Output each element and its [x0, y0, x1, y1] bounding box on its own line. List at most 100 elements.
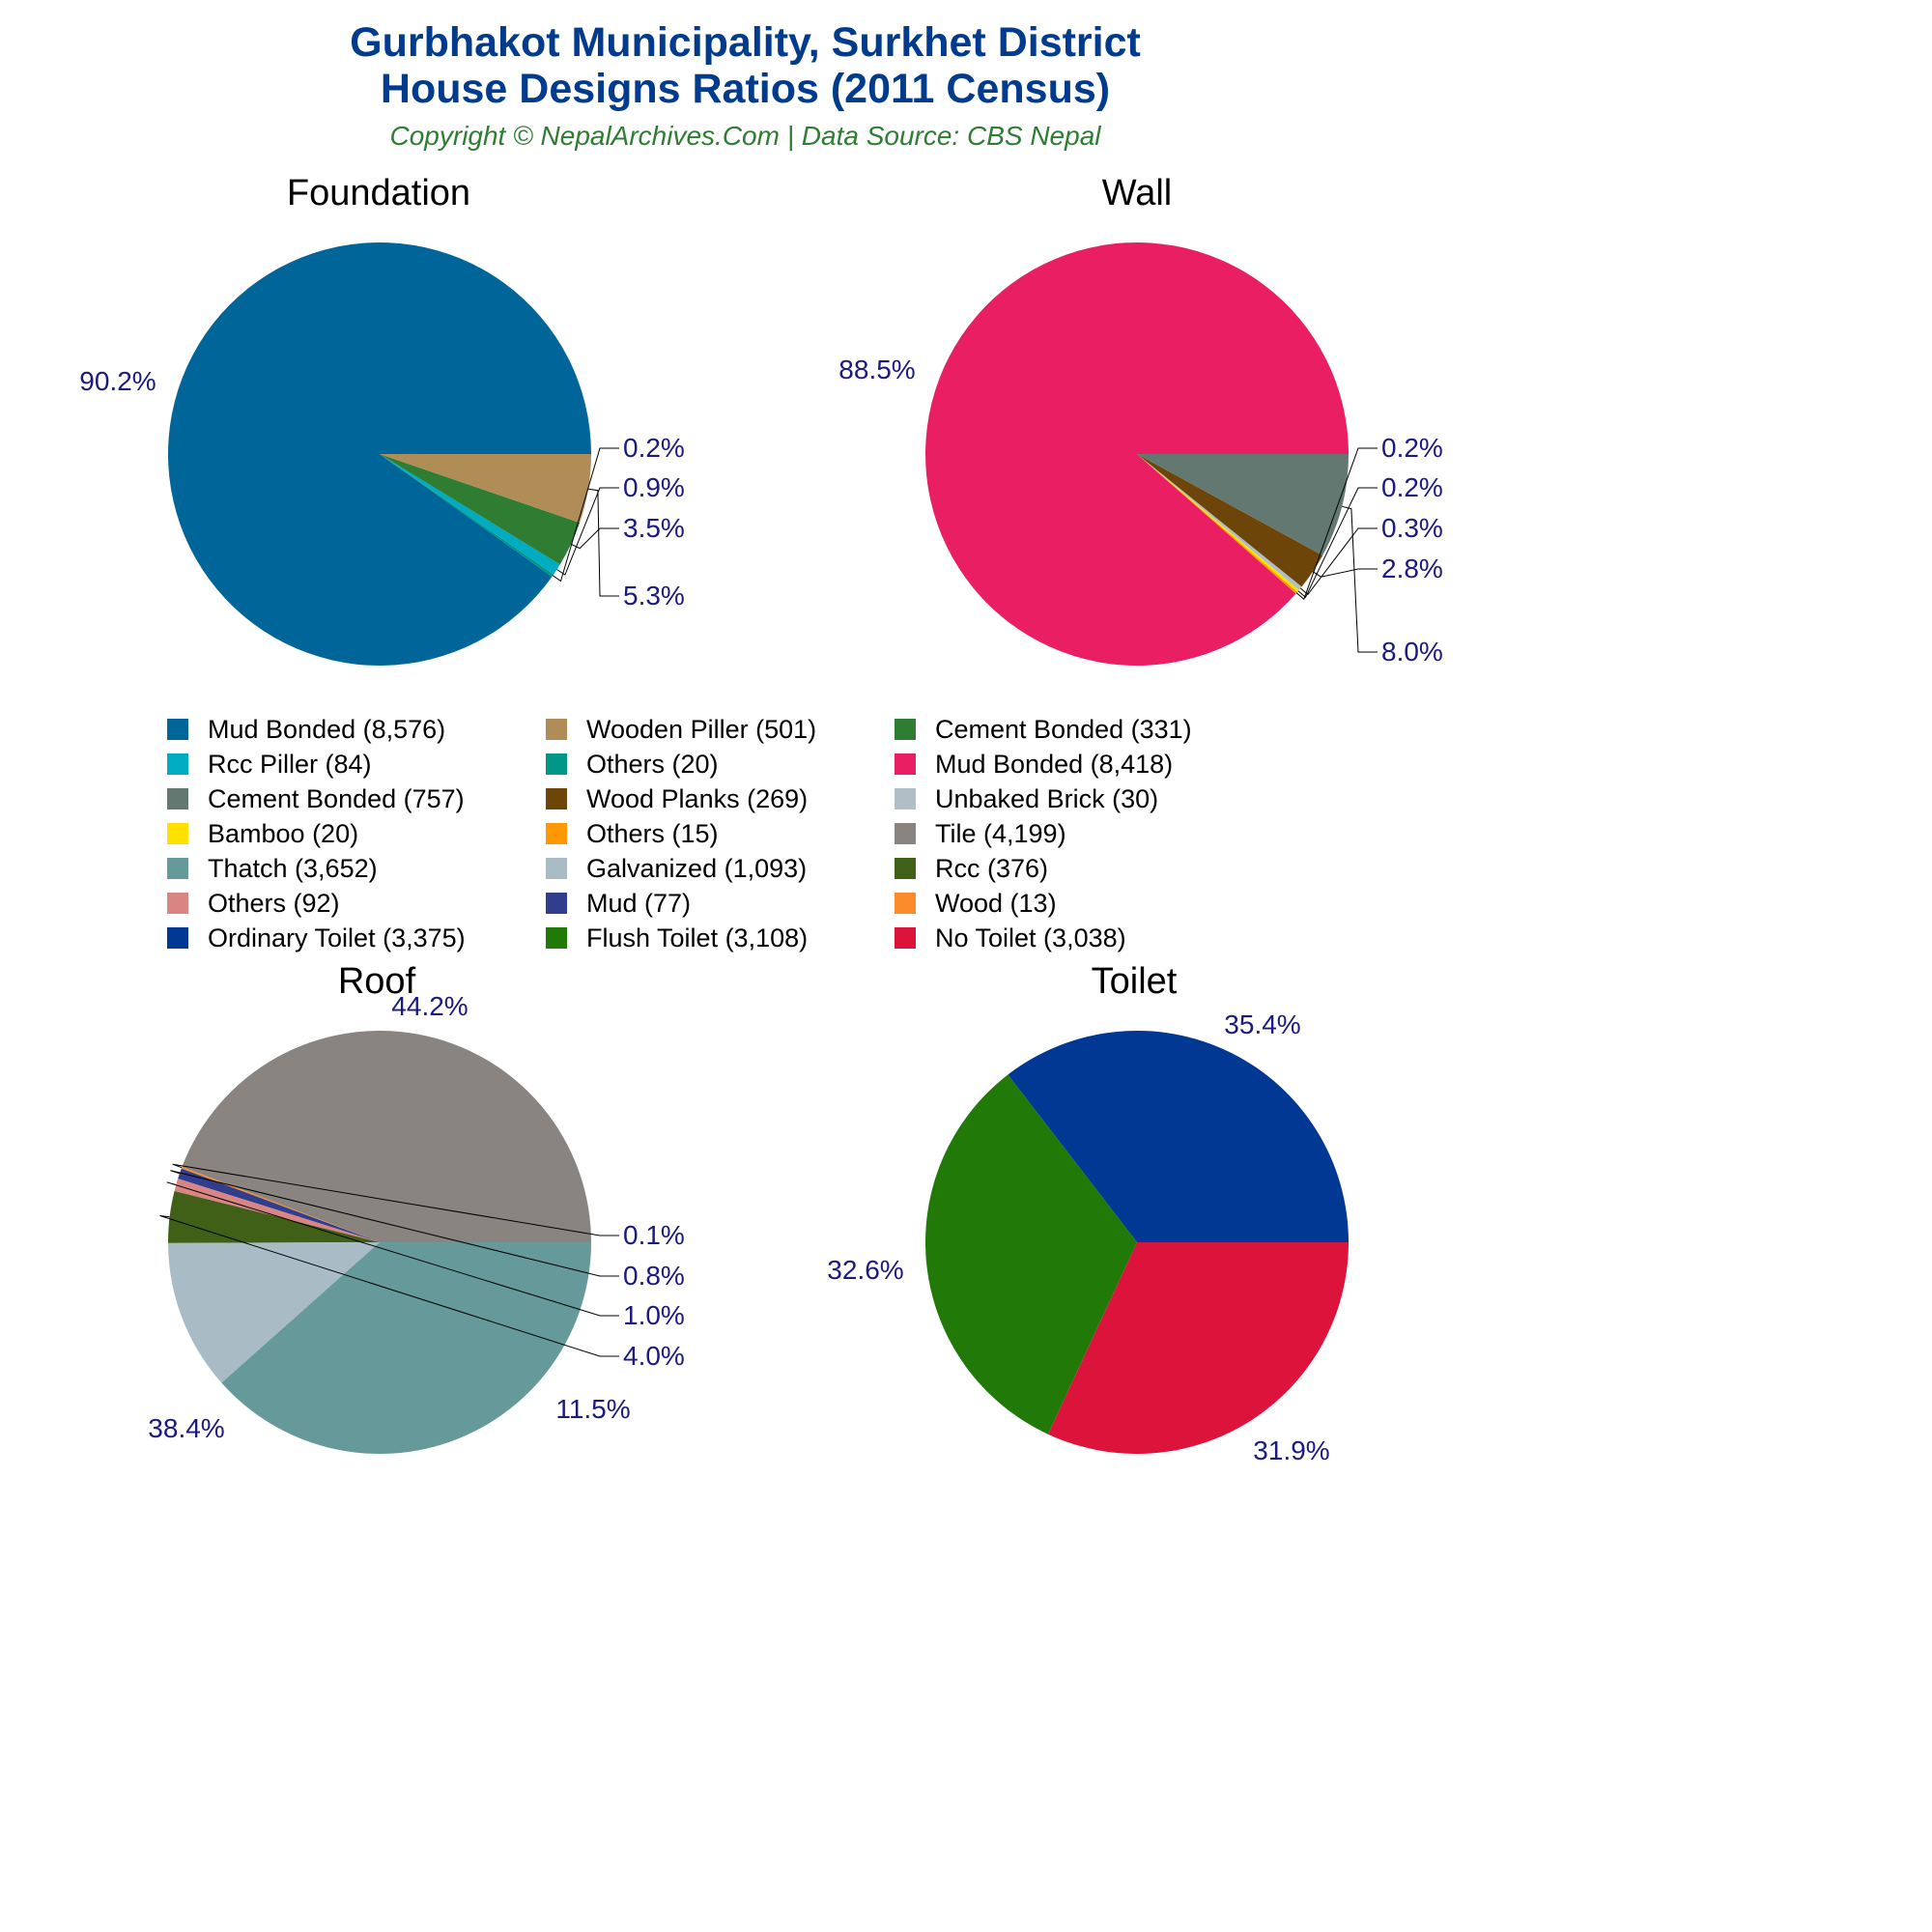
legend: Mud Bonded (8,576) Wooden Piller (501) Cem…: [167, 715, 1278, 952]
pie-wall: Wall 0.2% 0.2% 0.3% 2.8% 8.0% 88.5%: [838, 173, 1443, 667]
legend-label: Others (15): [586, 818, 719, 848]
leader-line-foundation-wooden-piller: [587, 488, 619, 597]
legend-label: Cement Bonded (331): [935, 714, 1192, 744]
legend-item-galvanized-1-093: Galvanized (1,093): [546, 854, 895, 883]
legend-swatch: [546, 927, 567, 949]
leader-line-foundation-cement-bonded: [570, 527, 619, 550]
pct-label-wall-others: 0.2%: [1381, 433, 1443, 463]
legend-swatch: [895, 753, 916, 775]
legend-label: Others (92): [208, 888, 340, 918]
legend-swatch: [895, 858, 916, 879]
legend-swatch: [546, 823, 567, 844]
legend-label: Mud Bonded (8,418): [935, 749, 1174, 779]
pct-label-roof-rcc: 4.0%: [623, 1341, 685, 1371]
pct-label-roof-wood: 0.1%: [623, 1220, 685, 1250]
pie-slice-roof-mud: [178, 1168, 380, 1242]
pct-label-toilet-ordinary-toilet: 35.4%: [1224, 1009, 1300, 1039]
legend-label: Thatch (3,652): [208, 853, 378, 883]
pct-label-wall-unbaked-brick: 0.3%: [1381, 513, 1443, 543]
legend-label: Wooden Piller (501): [586, 714, 817, 744]
pct-label-foundation-cement-bonded: 3.5%: [623, 513, 685, 543]
pct-label-foundation-wooden-piller: 5.3%: [623, 581, 685, 611]
pie-slice-wall-bamboo: [1137, 454, 1299, 592]
legend-label: Mud (77): [586, 888, 692, 918]
legend-swatch: [167, 823, 188, 844]
legend-swatch: [895, 788, 916, 810]
pie-slice-wall-wood-planks: [1137, 454, 1323, 587]
legend-label: Tile (4,199): [935, 818, 1066, 848]
pie-slice-toilet-no-toilet: [1047, 1242, 1349, 1454]
legend-item-mud-77: Mud (77): [546, 889, 895, 918]
legend-item-cement-bonded-757: Cement Bonded (757): [167, 784, 546, 813]
pie-slice-roof-rcc: [167, 1190, 380, 1243]
leader-line-roof-others: [166, 1181, 619, 1317]
legend-swatch: [546, 893, 567, 914]
legend-swatch: [546, 788, 567, 810]
legend-swatch: [895, 927, 916, 949]
legend-label: Cement Bonded (757): [208, 783, 465, 813]
legend-item-rcc-376: Rcc (376): [895, 854, 1242, 883]
legend-label: Others (20): [586, 749, 719, 779]
legend-item-mud-bonded-8-576: Mud Bonded (8,576): [167, 715, 546, 744]
leader-line-wall-bamboo: [1297, 487, 1378, 599]
chart-title-roof: Roof: [338, 961, 416, 1002]
pie-slice-toilet-flush-toilet: [925, 1074, 1137, 1435]
pct-label-wall-mud-bonded: 88.5%: [838, 355, 915, 384]
legend-item-mud-bonded-8-418: Mud Bonded (8,418): [895, 750, 1242, 779]
legend-item-wooden-piller-501: Wooden Piller (501): [546, 715, 895, 744]
legend-swatch: [167, 858, 188, 879]
legend-item-no-toilet-3-038: No Toilet (3,038): [895, 923, 1242, 952]
pct-label-foundation-others: 0.2%: [623, 433, 685, 463]
pie-slice-toilet-ordinary-toilet: [1008, 1031, 1349, 1242]
pct-label-wall-wood-planks: 2.8%: [1381, 554, 1443, 583]
legend-label: Rcc (376): [935, 853, 1049, 883]
copyright-subtitle: Copyright © NepalArchives.Com | Data Sou…: [389, 121, 1101, 151]
legend-swatch: [895, 719, 916, 740]
legend-label: Bamboo (20): [208, 818, 359, 848]
legend-swatch: [167, 927, 188, 949]
legend-label: Rcc Piller (84): [208, 749, 372, 779]
legend-swatch: [167, 788, 188, 810]
leader-line-foundation-others: [553, 447, 619, 582]
legend-label: No Toilet (3,038): [935, 923, 1126, 952]
legend-item-others-92: Others (92): [167, 889, 546, 918]
legend-item-others-20: Others (20): [546, 750, 895, 779]
chart-title-toilet: Toilet: [1092, 961, 1178, 1002]
pie-slice-roof-thatch: [221, 1242, 591, 1455]
pie-slice-foundation-wooden-piller: [380, 454, 591, 524]
legend-label: Wood (13): [935, 888, 1057, 918]
leader-line-foundation-rcc-piller: [556, 487, 619, 576]
pie-slice-foundation-others: [380, 454, 554, 577]
legend-item-cement-bonded-331: Cement Bonded (331): [895, 715, 1242, 744]
legend-item-thatch-3-652: Thatch (3,652): [167, 854, 546, 883]
chart-canvas: Gurbhakot Municipality, Surkhet District…: [79, 19, 1443, 1465]
pie-toilet: Toilet 35.4% 32.6% 31.9%: [827, 961, 1349, 1465]
legend-item-bamboo-20: Bamboo (20): [167, 819, 546, 848]
legend-swatch: [895, 893, 916, 914]
leader-line-wall-cement-bonded: [1342, 505, 1378, 653]
page-title-line-1: Gurbhakot Municipality, Surkhet District: [350, 19, 1141, 66]
pct-label-roof-galvanized: 11.5%: [555, 1394, 630, 1424]
pie-slice-roof-others: [174, 1179, 380, 1242]
page-title-line-2: House Designs Ratios (2011 Census): [380, 66, 1111, 112]
legend-swatch: [167, 893, 188, 914]
pct-label-wall-cement-bonded: 8.0%: [1381, 637, 1443, 667]
pct-label-toilet-flush-toilet: 32.6%: [827, 1255, 903, 1285]
pie-slice-wall-unbaked-brick: [1137, 454, 1302, 590]
legend-label: Mud Bonded (8,576): [208, 714, 446, 744]
legend-label: Ordinary Toilet (3,375): [208, 923, 466, 952]
chart-title-wall: Wall: [1102, 173, 1172, 213]
pie-charts: Foundation 0.2% 0.9% 3.5% 5.3% 90.2% Wall 0.2% 0…: [79, 173, 1443, 1465]
legend-label: Galvanized (1,093): [586, 853, 808, 883]
pie-slice-wall-others: [1137, 454, 1297, 594]
legend-item-wood-planks-269: Wood Planks (269): [546, 784, 895, 813]
legend-item-tile-4-199: Tile (4,199): [895, 819, 1242, 848]
legend-item-unbaked-brick-30: Unbaked Brick (30): [895, 784, 1242, 813]
pct-label-toilet-no-toilet: 31.9%: [1253, 1435, 1329, 1465]
legend-item-wood-13: Wood (13): [895, 889, 1242, 918]
pie-foundation: Foundation 0.2% 0.9% 3.5% 5.3% 90.2%: [79, 173, 685, 667]
leader-line-wall-wood-planks: [1312, 568, 1378, 578]
legend-swatch: [546, 858, 567, 879]
chart-title-foundation: Foundation: [287, 173, 470, 213]
leader-line-roof-wood: [172, 1163, 619, 1236]
